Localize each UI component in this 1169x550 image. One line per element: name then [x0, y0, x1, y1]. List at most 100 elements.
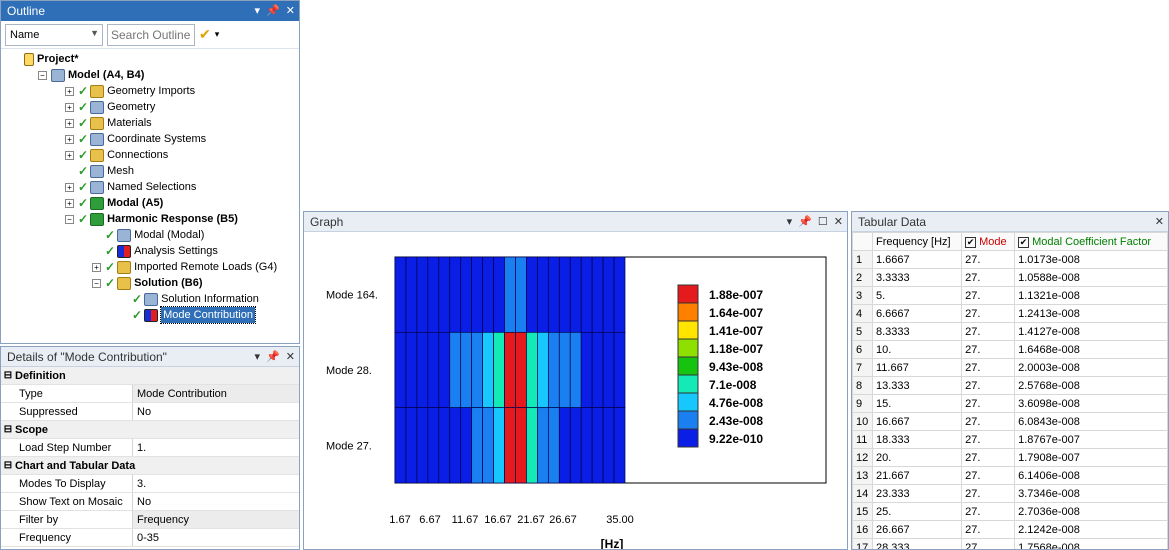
table-cell: 1.6667 [871, 250, 963, 269]
table-row[interactable]: 8 13.333 27. 2.5768e-008 [852, 376, 1168, 395]
table-row[interactable]: 9 15. 27. 3.6098e-008 [852, 394, 1168, 413]
tree-node[interactable]: − ✓ Solution (B6) [92, 275, 203, 291]
expand-icon[interactable]: + [65, 102, 74, 112]
table-row[interactable]: 3 5. 27. 1.1321e-008 [852, 286, 1168, 305]
expand-icon[interactable]: + [65, 134, 74, 144]
table-row[interactable]: 15 25. 27. 2.7036e-008 [852, 502, 1168, 521]
expand-icon[interactable]: + [65, 118, 74, 128]
collapse-icon[interactable]: ⊟ [3, 424, 13, 435]
table-cell: 1.4127e-008 [1014, 322, 1168, 341]
details-row[interactable]: Load Step Number 1. [1, 439, 299, 457]
graph-title: Graph [310, 215, 344, 229]
chevron-down-icon[interactable]: ▾ [254, 350, 261, 363]
filter-icon[interactable]: ✔ [199, 26, 211, 42]
sort-combo[interactable]: Name ▼ [5, 23, 103, 46]
close-icon[interactable]: ✕ [1154, 215, 1164, 228]
maximize-icon[interactable]: ☐ [817, 215, 828, 228]
table-row[interactable]: 17 28.333 27. 1.7568e-008 [852, 538, 1168, 549]
search-outline-input[interactable] [107, 23, 195, 46]
details-section-header[interactable]: ⊟ Scope [1, 421, 299, 439]
details-row[interactable]: Filter by Frequency [1, 511, 299, 529]
close-icon[interactable]: ✕ [285, 350, 295, 363]
table-cell: 27. [961, 250, 1016, 269]
tree-node[interactable]: + ✓ Geometry Imports [65, 83, 195, 99]
pin-icon[interactable]: 📌 [266, 350, 280, 363]
table-row[interactable]: 1 1.6667 27. 1.0173e-008 [852, 250, 1168, 269]
tree-node[interactable]: + ✓ Materials [65, 115, 152, 131]
table-row[interactable]: 14 23.333 27. 3.7346e-008 [852, 484, 1168, 503]
table-row[interactable]: 10 16.667 27. 6.0843e-008 [852, 412, 1168, 431]
legend-swatch [677, 374, 699, 394]
tree-node[interactable]: + ✓ Named Selections [65, 179, 196, 195]
table-cell: 11.667 [871, 358, 963, 377]
expand-icon[interactable]: + [92, 262, 101, 272]
tree-node[interactable]: − ✓ Harmonic Response (B5) [65, 211, 238, 227]
frequency-header[interactable]: Frequency [Hz] [871, 232, 963, 251]
details-value[interactable]: 3. [137, 478, 147, 490]
tree-node[interactable]: ✓ Modal (Modal) [92, 227, 204, 243]
pin-icon[interactable]: 📌 [798, 215, 812, 228]
table-row[interactable]: 7 11.667 27. 2.0003e-008 [852, 358, 1168, 377]
tree-node[interactable]: ✓ Mode Contribution [119, 306, 256, 324]
details-value[interactable]: Frequency [133, 511, 299, 528]
modal-coefficient-header[interactable]: ✔ Modal Coefficient Factor [1014, 232, 1168, 251]
details-value[interactable]: No [137, 496, 152, 508]
heatmap-cell [515, 256, 527, 333]
details-row[interactable]: Suppressed No [1, 403, 299, 421]
tree-node[interactable]: + ✓ Imported Remote Loads (G4) [92, 259, 277, 275]
tree-node[interactable]: ✓ Solution Information [119, 291, 259, 307]
table-row[interactable]: 4 6.6667 27. 1.2413e-008 [852, 304, 1168, 323]
details-row[interactable]: Frequency 0-35 [1, 529, 299, 547]
x-tick-label: 21.67 [517, 514, 545, 526]
details-value[interactable]: No [137, 406, 152, 418]
expand-icon[interactable]: + [65, 86, 74, 96]
checkbox-icon[interactable]: ✔ [1018, 236, 1030, 248]
object-icon [144, 292, 159, 306]
table-row[interactable]: 12 20. 27. 1.7908e-007 [852, 448, 1168, 467]
details-section-header[interactable]: ⊟ Chart and Tabular Data [1, 457, 299, 475]
row-index: 10 [852, 412, 873, 431]
expand-icon[interactable]: + [65, 150, 74, 160]
table-row[interactable]: 13 21.667 27. 6.1406e-008 [852, 466, 1168, 485]
tree-node[interactable]: + ✓ Coordinate Systems [65, 131, 206, 147]
details-section-header[interactable]: ⊟ Definition [1, 367, 299, 385]
details-value[interactable]: 0-35 [137, 532, 160, 544]
tree-node[interactable]: ✓ Mesh [65, 163, 134, 179]
filter-dropdown-icon[interactable]: ▾ [214, 29, 220, 39]
table-row[interactable]: 2 3.3333 27. 1.0588e-008 [852, 268, 1168, 287]
collapse-icon[interactable]: ⊟ [3, 460, 13, 471]
checkbox-icon[interactable]: ✔ [965, 236, 977, 248]
tree-node[interactable]: + ✓ Geometry [65, 99, 155, 115]
details-value[interactable]: 1. [137, 442, 147, 454]
object-icon [51, 68, 65, 82]
check-icon: ✓ [78, 180, 89, 194]
mode-header[interactable]: ✔ Mode [961, 232, 1016, 251]
tree-node[interactable]: + ✓ Modal (A5) [65, 195, 163, 211]
tree-node[interactable]: + ✓ Connections [65, 147, 168, 163]
mode-header-label: Mode [979, 235, 1007, 248]
details-row[interactable]: Type Mode Contribution [1, 385, 299, 403]
expand-icon[interactable]: + [65, 182, 74, 192]
table-row[interactable]: 5 8.3333 27. 1.4127e-008 [852, 322, 1168, 341]
tree-node[interactable]: − Model (A4, B4) [38, 67, 144, 83]
table-cell: 27. [961, 394, 1016, 413]
details-value[interactable]: Mode Contribution [133, 385, 299, 402]
expand-icon[interactable]: + [65, 198, 74, 208]
details-row[interactable]: Modes To Display 3. [1, 475, 299, 493]
collapse-icon[interactable]: − [65, 214, 74, 224]
collapse-icon[interactable]: − [38, 70, 47, 80]
tree-node[interactable]: Project* [11, 51, 79, 67]
collapse-icon[interactable]: − [92, 278, 101, 288]
table-row[interactable]: 11 18.333 27. 1.8767e-007 [852, 430, 1168, 449]
collapse-icon[interactable]: ⊟ [3, 370, 13, 381]
heatmap-cell [405, 407, 418, 484]
close-icon[interactable]: ✕ [833, 215, 843, 228]
table-row[interactable]: 16 26.667 27. 2.1242e-008 [852, 520, 1168, 539]
tree-node[interactable]: ✓ Analysis Settings [92, 243, 218, 259]
pin-icon[interactable]: 📌 [266, 4, 280, 17]
details-row[interactable]: Show Text on Mosaic No [1, 493, 299, 511]
chevron-down-icon[interactable]: ▾ [254, 4, 261, 17]
table-row[interactable]: 6 10. 27. 1.6468e-008 [852, 340, 1168, 359]
chevron-down-icon[interactable]: ▾ [786, 215, 793, 228]
close-icon[interactable]: ✕ [285, 4, 295, 17]
